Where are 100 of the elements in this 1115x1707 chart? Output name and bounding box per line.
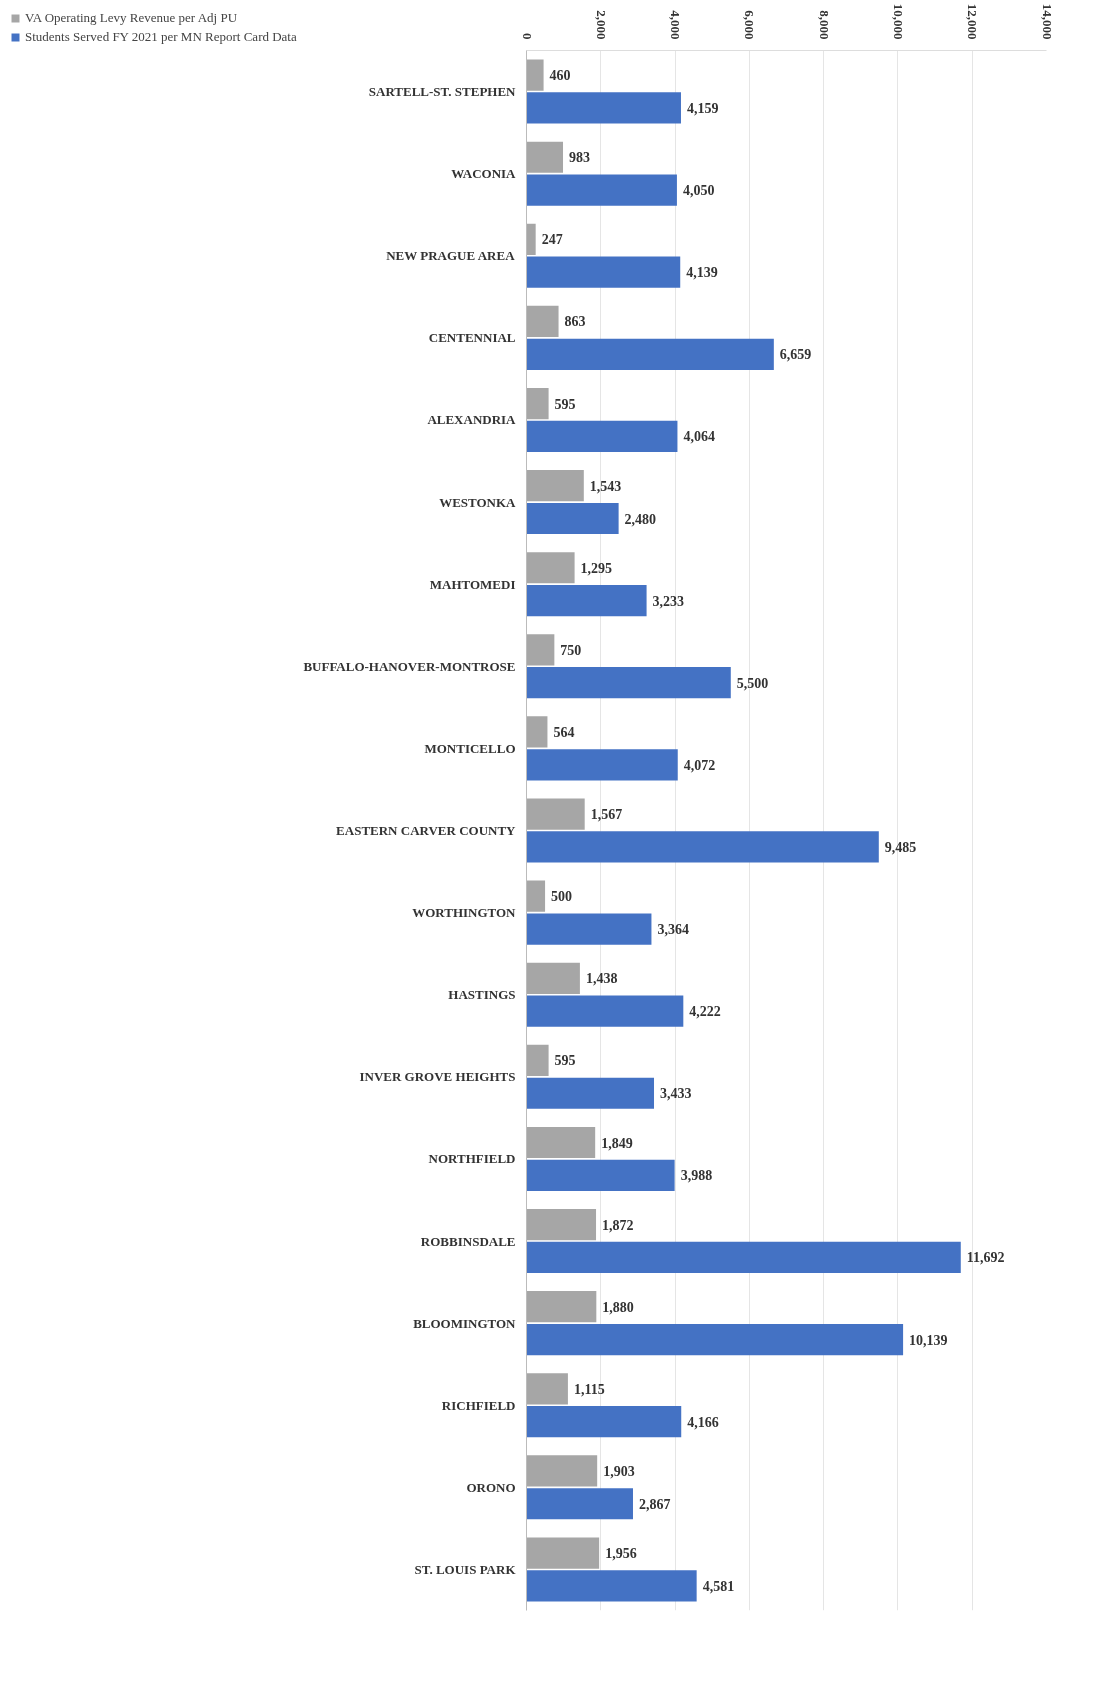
- bar: [526, 1209, 597, 1241]
- y-tick-label: NORTHFIELD: [428, 1151, 516, 1167]
- bar: [526, 387, 549, 420]
- x-tick-label: 4,000: [668, 10, 684, 40]
- data-label: 564: [553, 724, 575, 740]
- data-label: 6,659: [779, 347, 812, 363]
- bar: [526, 1159, 675, 1191]
- bar: [526, 1044, 549, 1076]
- bar: [526, 1291, 597, 1323]
- bar: [526, 174, 677, 206]
- data-label: 500: [551, 889, 573, 905]
- data-label: 4,139: [686, 265, 718, 281]
- data-label: 4,050: [682, 183, 715, 199]
- y-tick-label: ALEXANDRIA: [427, 412, 517, 428]
- data-label: 1,872: [602, 1217, 634, 1233]
- legend-label: Students Served FY 2021 per MN Report Card Data: [25, 29, 297, 45]
- data-label: 4,064: [683, 429, 715, 445]
- data-label: 247: [541, 232, 563, 248]
- y-tick-label: RICHFIELD: [441, 1397, 516, 1413]
- y-tick-label: BUFFALO-HANOVER-MONTROSE: [303, 658, 516, 674]
- y-tick-label: ROBBINSDALE: [420, 1233, 516, 1249]
- data-label: 3,364: [657, 922, 689, 938]
- x-tick-label: 8,000: [816, 10, 832, 40]
- data-label: 9,485: [884, 839, 917, 855]
- bar: [526, 92, 681, 124]
- bar: [526, 305, 559, 338]
- bar: [526, 798, 585, 830]
- bar: [526, 913, 652, 945]
- data-label: 2,480: [624, 511, 657, 527]
- x-tick-label: 0: [519, 33, 535, 40]
- bar: [526, 1373, 568, 1405]
- bar: [526, 1241, 961, 1274]
- bar: [526, 749, 678, 781]
- bar: [526, 1570, 697, 1602]
- data-label: 863: [564, 314, 586, 330]
- bar: [526, 995, 684, 1027]
- bar: [526, 141, 564, 173]
- data-label: 460: [549, 68, 571, 84]
- y-tick-label: ST. LOUIS PARK: [414, 1561, 517, 1577]
- data-label: 4,159: [686, 100, 719, 116]
- y-tick-label: SARTELL-ST. STEPHEN: [368, 84, 517, 100]
- data-label: 1,849: [601, 1135, 633, 1151]
- data-label: 1,115: [573, 1381, 605, 1397]
- bar: [526, 1406, 682, 1438]
- x-tick-label: 12,000: [965, 3, 981, 40]
- bar: [526, 470, 584, 502]
- data-label: 3,433: [660, 1086, 692, 1102]
- y-tick-label: WACONIA: [451, 166, 517, 182]
- bar: [526, 1488, 633, 1520]
- data-label: 1,543: [589, 478, 622, 494]
- data-label: 3,988: [680, 1168, 713, 1184]
- data-label: 1,295: [580, 560, 613, 576]
- bar: [526, 1126, 596, 1159]
- x-tick-label: 6,000: [742, 10, 758, 40]
- data-label: 5,500: [736, 675, 769, 691]
- bar: [526, 880, 546, 912]
- bar: [526, 1077, 655, 1109]
- bar: [526, 552, 575, 584]
- legend-label: VA Operating Levy Revenue per Adj PU: [25, 10, 238, 26]
- y-tick-label: ORONO: [466, 1479, 516, 1495]
- bar: [526, 831, 879, 863]
- x-tick-label: 10,000: [890, 3, 906, 40]
- bar: [526, 716, 548, 748]
- bar: [526, 962, 580, 994]
- data-label: 1,956: [605, 1546, 637, 1562]
- y-tick-label: HASTINGS: [448, 987, 516, 1003]
- data-label: 750: [560, 642, 582, 658]
- data-label: 595: [554, 1053, 576, 1069]
- bar: [526, 585, 647, 617]
- data-label: 1,880: [602, 1299, 634, 1315]
- data-label: 983: [569, 150, 591, 166]
- bar: [526, 420, 678, 452]
- bar: [526, 59, 544, 91]
- y-tick-label: WESTONKA: [439, 494, 517, 510]
- y-tick-label: WORTHINGTON: [412, 905, 517, 921]
- data-label: 4,222: [689, 1004, 721, 1020]
- x-tick-label: 14,000: [1039, 3, 1055, 40]
- data-label: 4,166: [687, 1414, 719, 1430]
- data-label: 1,438: [585, 971, 618, 987]
- bar: [526, 634, 555, 666]
- y-tick-label: CENTENNIAL: [428, 330, 516, 346]
- y-tick-label: MAHTOMEDI: [429, 576, 516, 592]
- data-label: 3,233: [652, 593, 685, 609]
- y-tick-label: BLOOMINGTON: [413, 1315, 517, 1331]
- data-label: 4,581: [702, 1578, 735, 1594]
- x-tick-label: 2,000: [593, 10, 609, 40]
- data-label: 1,567: [590, 807, 623, 823]
- data-label: 1,903: [603, 1463, 635, 1479]
- data-label: 2,867: [638, 1496, 671, 1512]
- data-label: 11,692: [966, 1250, 1005, 1266]
- data-label: 595: [554, 396, 576, 412]
- bar: [526, 338, 774, 370]
- data-label: 10,139: [909, 1332, 948, 1348]
- bar: [526, 223, 536, 255]
- bar: [526, 667, 731, 699]
- data-label: 4,072: [683, 757, 716, 773]
- bar: [526, 256, 681, 288]
- y-tick-label: EASTERN CARVER COUNTY: [336, 823, 517, 838]
- bar: [526, 1537, 600, 1569]
- y-tick-label: INVER GROVE HEIGHTS: [359, 1069, 516, 1085]
